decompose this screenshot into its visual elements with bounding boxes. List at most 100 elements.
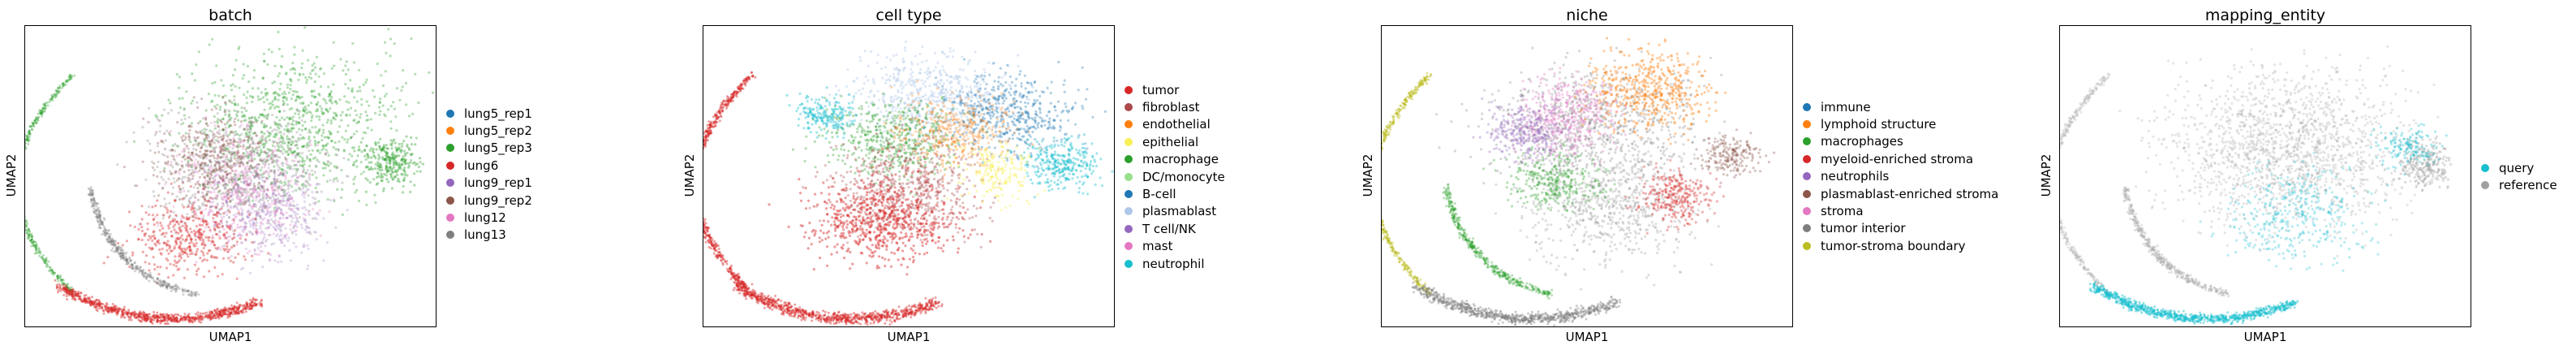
scatter-point xyxy=(100,302,103,305)
scatter-point xyxy=(291,151,295,154)
scatter-point xyxy=(159,313,162,316)
scatter-point xyxy=(278,119,282,122)
scatter-point xyxy=(396,179,399,183)
scatter-point xyxy=(222,143,226,146)
scatter-point xyxy=(236,149,239,153)
scatter-point xyxy=(190,319,193,322)
scatter-point xyxy=(229,131,232,134)
scatter-point xyxy=(73,292,76,296)
scatter-point xyxy=(188,201,191,205)
scatter-point xyxy=(312,89,316,93)
scatter-point xyxy=(285,160,289,163)
scatter-point xyxy=(77,297,80,300)
scatter-point xyxy=(137,227,140,231)
scatter-point xyxy=(388,160,391,163)
scatter-point xyxy=(133,225,136,228)
scatter-point xyxy=(53,93,56,96)
scatter-point xyxy=(198,316,201,319)
scatter-point xyxy=(249,127,252,130)
scatter-point xyxy=(163,241,166,244)
scatter-point xyxy=(191,206,194,210)
scatter-point xyxy=(381,179,384,183)
scatter-point xyxy=(336,166,340,169)
scatter-point xyxy=(282,90,286,93)
scatter-point xyxy=(206,190,209,193)
scatter-point xyxy=(170,318,174,322)
scatter-point xyxy=(174,214,178,217)
scatter-point xyxy=(288,129,291,132)
scatter-point xyxy=(252,298,255,301)
scatter-point xyxy=(43,110,46,113)
scatter-point xyxy=(190,166,193,169)
scatter-point xyxy=(232,176,235,179)
scatter-point xyxy=(177,145,180,148)
scatter-point xyxy=(246,184,249,188)
scatter-point xyxy=(247,136,251,139)
scatter-point xyxy=(378,145,381,149)
scatter-point xyxy=(26,136,29,139)
scatter-point xyxy=(45,259,48,262)
scatter-point xyxy=(243,127,247,131)
scatter-point xyxy=(165,231,168,235)
scatter-point xyxy=(209,184,212,187)
scatter-point xyxy=(209,161,213,164)
scatter-point xyxy=(216,313,219,316)
scatter-point xyxy=(113,309,116,312)
scatter-point xyxy=(67,79,70,82)
scatter-point xyxy=(256,191,259,194)
scatter-point xyxy=(239,157,243,160)
scatter-point xyxy=(325,102,328,105)
scatter-point xyxy=(275,92,278,95)
scatter-point xyxy=(183,222,187,225)
scatter-point xyxy=(317,160,320,163)
scatter-point xyxy=(217,313,221,315)
scatter-point xyxy=(375,148,378,151)
scatter-point xyxy=(215,308,218,311)
scatter-point xyxy=(314,156,317,159)
scatter-point xyxy=(385,154,389,158)
scatter-point xyxy=(364,80,368,84)
scatter-point xyxy=(402,166,406,170)
scatter-point xyxy=(322,128,325,132)
scatter-point xyxy=(230,194,234,197)
scatter-point xyxy=(146,318,148,322)
scatter-point xyxy=(163,153,166,157)
scatter-point xyxy=(301,170,304,174)
scatter-point xyxy=(254,174,258,177)
scatter-point xyxy=(195,140,198,143)
scatter-point xyxy=(148,262,151,266)
scatter-point xyxy=(163,319,166,322)
scatter-point xyxy=(31,241,34,244)
scatter-point xyxy=(257,200,260,204)
scatter-point xyxy=(204,136,209,140)
scatter-point xyxy=(192,201,196,205)
scatter-point xyxy=(273,197,276,200)
scatter-point xyxy=(32,123,35,126)
scatter-point xyxy=(243,188,247,192)
scatter-point xyxy=(218,309,221,313)
scatter-point xyxy=(260,185,264,188)
scatter-point xyxy=(277,145,281,149)
scatter-point xyxy=(221,309,224,313)
scatter-point xyxy=(213,175,216,179)
scatter-point xyxy=(180,234,183,237)
scatter-point xyxy=(230,102,234,105)
scatter-point xyxy=(193,263,196,266)
scatter-point xyxy=(291,210,295,213)
scatter-point xyxy=(247,198,251,201)
scatter-point xyxy=(36,252,39,255)
scatter-point xyxy=(240,170,244,173)
scatter-point xyxy=(377,141,381,145)
scatter-point xyxy=(140,318,144,321)
scatter-point xyxy=(161,186,165,189)
scatter-point xyxy=(200,211,203,214)
scatter-point xyxy=(296,168,299,171)
scatter-point xyxy=(141,316,144,319)
scatter-point xyxy=(209,164,213,167)
scatter-point xyxy=(226,122,229,125)
scatter-point xyxy=(42,260,45,262)
scatter-point xyxy=(221,226,224,229)
scatter-point xyxy=(190,240,193,244)
scatter-point xyxy=(139,319,142,322)
scatter-point xyxy=(188,245,191,248)
